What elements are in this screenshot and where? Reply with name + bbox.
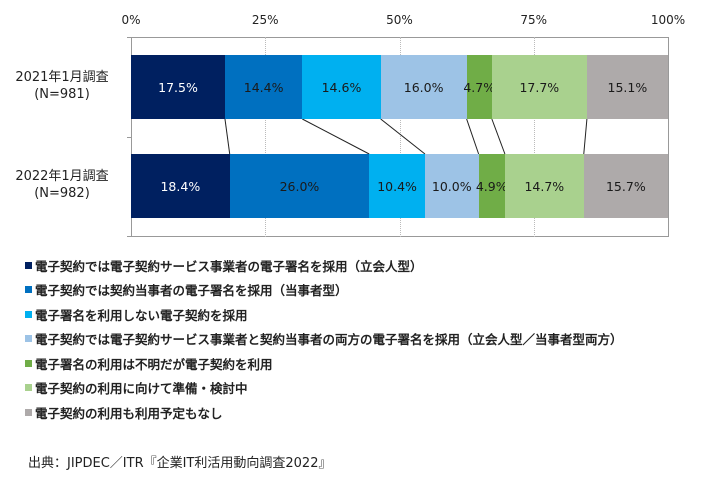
legend-swatch-icon (25, 384, 32, 392)
gridline (399, 37, 401, 237)
legend-item: 電子契約の利用も利用予定もなし (25, 400, 623, 425)
x-tick-label: 75% (520, 13, 548, 27)
legend-swatch-icon (25, 359, 32, 367)
legend-swatch-icon (25, 408, 32, 416)
x-tick-label: 50% (386, 13, 413, 27)
bar-segment: 10.0% (424, 154, 479, 218)
x-tick-label: 0% (121, 13, 141, 27)
y-tick (127, 37, 131, 38)
y-tick (127, 236, 131, 237)
legend-item: 電子契約では電子契約サービス事業者と契約当事者の両方の電子署名を採用（立会人型／… (25, 327, 623, 352)
bar-segment: 4.9% (476, 154, 508, 218)
right-border (668, 37, 669, 237)
legend-swatch-icon (25, 335, 32, 343)
y-axis-line (131, 37, 132, 237)
bar-segment: 17.5% (131, 55, 225, 119)
x-axis-line (128, 37, 669, 38)
bar-segment: 10.4% (369, 154, 425, 218)
bar-segment: 15.7% (583, 154, 668, 218)
category-label: 2022年1月調査 (N=982) (15, 169, 109, 201)
bar-segment: 14.7% (504, 154, 584, 218)
category-label: 2021年1月調査 (N=981) (15, 70, 109, 102)
legend-label: 電子署名を利用しない電子契約を採用 (35, 307, 248, 323)
stacked-bar: 18.4% 26.0% 10.4% 10.0% 4.9% 14.7% 15.7% (131, 154, 668, 218)
bar-segment: 15.1% (586, 55, 668, 119)
legend-item: 電子契約では電子契約サービス事業者の電子署名を採用（立会人型） (25, 253, 623, 278)
legend-label: 電子契約では電子契約サービス事業者の電子署名を採用（立会人型） (35, 258, 423, 274)
legend: 電子契約では電子契約サービス事業者の電子署名を採用（立会人型） 電子契約では契約当… (25, 253, 623, 425)
legend-label: 電子契約の利用に向けて準備・検討中 (35, 381, 248, 397)
x-tick-label: 100% (650, 13, 686, 27)
gridline (533, 37, 535, 237)
stacked-bar: 17.5% 14.4% 14.6% 16.0% 4.7% 17.7% 15.1% (131, 55, 668, 119)
bar-segment: 26.0% (229, 154, 370, 218)
legend-label: 電子契約では契約当事者の電子署名を採用（当事者型） (35, 283, 348, 299)
bar-segment: 18.4% (131, 154, 230, 218)
legend-label: 電子署名の利用は不明だが電子契約を利用 (35, 356, 273, 372)
legend-item: 電子契約の利用に向けて準備・検討中 (25, 376, 623, 401)
x-tick-label: 25% (251, 13, 279, 27)
bar-segment: 17.7% (491, 55, 587, 119)
bar-segment: 16.0% (380, 55, 467, 119)
legend-item: 電子契約では契約当事者の電子署名を採用（当事者型） (25, 278, 623, 303)
source-note: 出典：JIPDEC／ITR『企業IT利活用動向調査2022』 (28, 456, 332, 471)
legend-item: 電子署名の利用は不明だが電子契約を利用 (25, 351, 623, 376)
legend-swatch-icon (25, 261, 32, 269)
bar-segment: 4.7% (463, 55, 495, 119)
gridline (265, 37, 267, 237)
legend-label: 電子契約の利用も利用予定もなし (35, 405, 223, 421)
legend-swatch-icon (25, 286, 32, 294)
bar-segment: 14.6% (302, 55, 381, 119)
legend-item: 電子署名を利用しない電子契約を採用 (25, 302, 623, 327)
y-tick (127, 137, 131, 138)
bar-segment: 14.4% (224, 55, 303, 119)
legend-swatch-icon (25, 310, 32, 318)
legend-label: 電子契約では電子契約サービス事業者と契約当事者の両方の電子署名を採用（立会人型／… (35, 332, 623, 348)
